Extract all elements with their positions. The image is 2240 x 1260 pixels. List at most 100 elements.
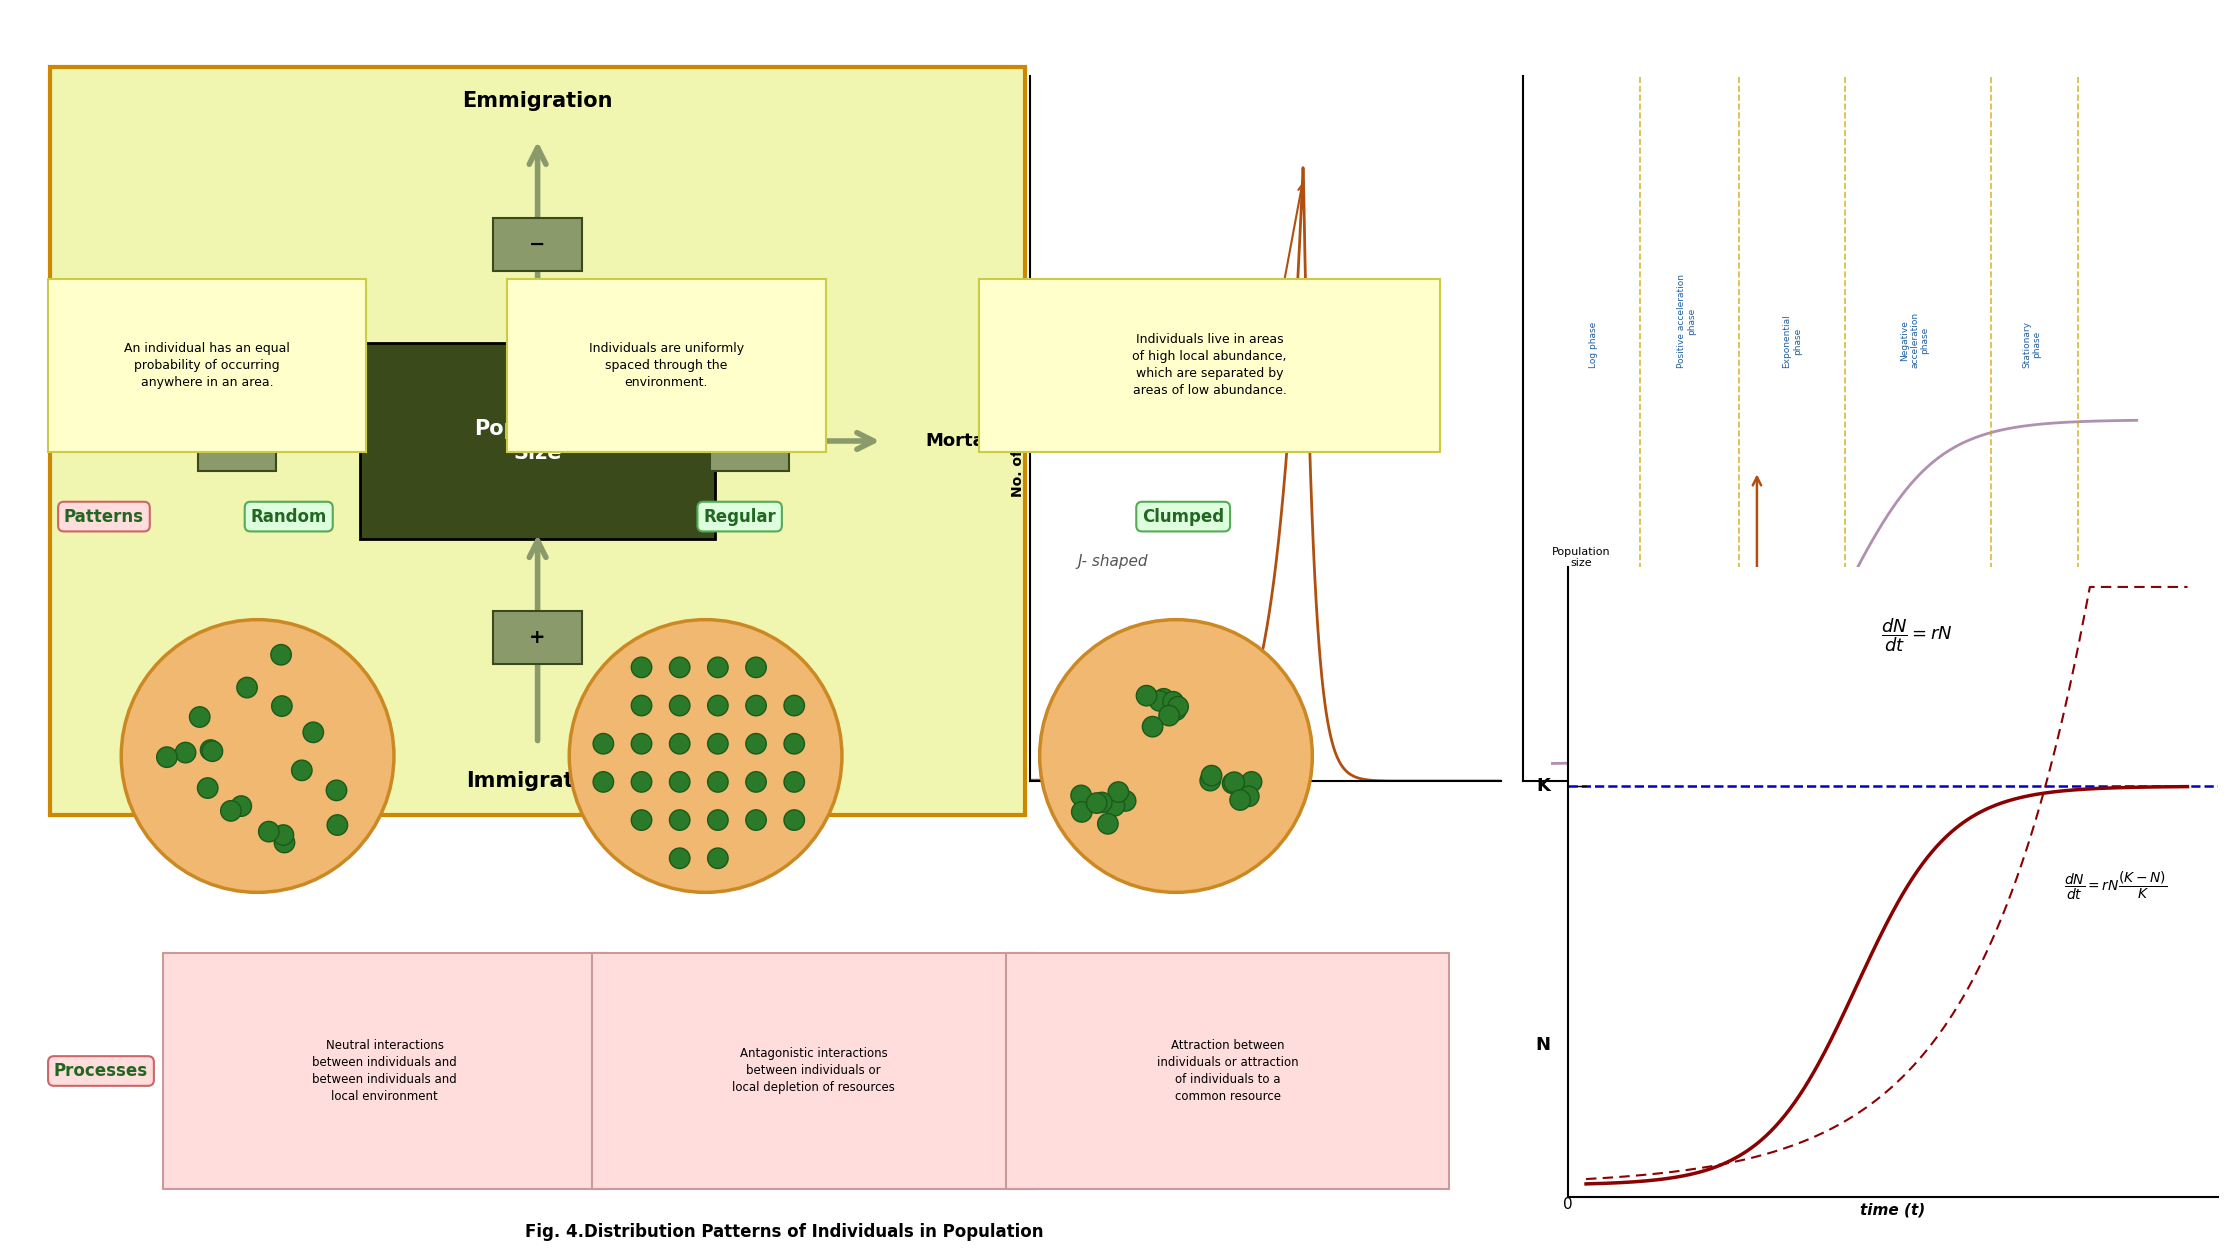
Circle shape (302, 722, 323, 742)
Circle shape (784, 733, 804, 753)
Circle shape (1165, 699, 1187, 721)
Circle shape (632, 810, 652, 830)
Circle shape (594, 733, 614, 753)
Circle shape (746, 658, 766, 678)
Circle shape (121, 620, 394, 892)
Circle shape (202, 741, 222, 761)
FancyBboxPatch shape (493, 611, 582, 664)
Text: Exponential
phase: Exponential phase (1783, 315, 1801, 368)
Circle shape (632, 696, 652, 716)
Circle shape (746, 696, 766, 716)
FancyBboxPatch shape (361, 343, 715, 539)
Text: +: + (529, 627, 547, 648)
Circle shape (271, 696, 291, 716)
FancyBboxPatch shape (493, 218, 582, 271)
Circle shape (708, 696, 728, 716)
Text: +: + (228, 431, 244, 451)
Circle shape (1136, 685, 1156, 706)
Circle shape (632, 733, 652, 753)
Text: K: K (1537, 777, 1550, 795)
Circle shape (327, 780, 347, 800)
Text: Negative
acceleration
phase: Negative acceleration phase (1900, 312, 1929, 368)
Circle shape (670, 696, 690, 716)
Circle shape (746, 810, 766, 830)
Circle shape (190, 707, 211, 727)
FancyBboxPatch shape (164, 953, 607, 1189)
Circle shape (594, 771, 614, 793)
Text: Mortality: Mortality (925, 432, 1017, 450)
Circle shape (1071, 801, 1093, 822)
Text: J- shaped: J- shaped (1077, 554, 1147, 570)
Text: An individual has an equal
probability of occurring
anywhere in an area.: An individual has an equal probability o… (123, 341, 291, 389)
Text: Patterns: Patterns (65, 508, 143, 525)
Text: −: − (529, 234, 547, 255)
Circle shape (273, 825, 293, 845)
Text: Positive acceleration
phase: Positive acceleration phase (1678, 275, 1696, 368)
Circle shape (1230, 776, 1250, 796)
Circle shape (670, 810, 690, 830)
Circle shape (197, 777, 217, 799)
Circle shape (1158, 706, 1178, 726)
Circle shape (1071, 785, 1091, 805)
Circle shape (1091, 793, 1111, 813)
Text: Clumped: Clumped (1142, 508, 1225, 525)
Circle shape (222, 800, 242, 822)
Circle shape (1086, 793, 1107, 813)
X-axis label: time (t): time (t) (1859, 1202, 1926, 1217)
Text: Population
size: Population size (1552, 547, 1725, 609)
Text: $\dfrac{dN}{dt} = rN\dfrac{(K-N)}{K}$: $\dfrac{dN}{dt} = rN\dfrac{(K-N)}{K}$ (2063, 869, 2166, 902)
FancyBboxPatch shape (197, 411, 276, 471)
Circle shape (1163, 692, 1183, 712)
Circle shape (258, 822, 280, 842)
Circle shape (1223, 774, 1243, 794)
FancyBboxPatch shape (49, 67, 1026, 815)
Text: 0: 0 (1564, 1197, 1572, 1212)
Text: Neutral interactions
between individuals and
between individuals and
local envir: Neutral interactions between individuals… (311, 1040, 457, 1102)
Circle shape (1116, 791, 1136, 811)
FancyBboxPatch shape (1006, 953, 1449, 1189)
Circle shape (784, 696, 804, 716)
Circle shape (1230, 790, 1250, 810)
Circle shape (670, 848, 690, 868)
Text: Antagonistic interactions
between individuals or
local depletion of resources: Antagonistic interactions between indivi… (732, 1047, 896, 1095)
Text: Attraction between
individuals or attraction
of individuals to a
common resource: Attraction between individuals or attrac… (1156, 1040, 1299, 1102)
Circle shape (708, 771, 728, 793)
Circle shape (175, 742, 195, 762)
Circle shape (231, 796, 251, 816)
Text: Natality: Natality (63, 432, 143, 450)
Y-axis label: No. of individuals: No. of individuals (1010, 360, 1026, 496)
Circle shape (708, 848, 728, 868)
Circle shape (784, 810, 804, 830)
FancyBboxPatch shape (979, 278, 1440, 452)
Circle shape (199, 740, 222, 760)
Text: $\dfrac{dN}{dt} = rN$: $\dfrac{dN}{dt} = rN$ (1882, 616, 1953, 654)
Text: Population
Size: Population Size (475, 420, 600, 462)
Circle shape (632, 658, 652, 678)
Text: N: N (1534, 1037, 1550, 1055)
Text: Processes: Processes (54, 1062, 148, 1080)
Circle shape (708, 810, 728, 830)
Circle shape (708, 733, 728, 753)
Circle shape (1142, 717, 1163, 737)
Circle shape (1149, 690, 1169, 711)
Circle shape (708, 658, 728, 678)
Circle shape (632, 771, 652, 793)
Circle shape (1201, 770, 1221, 791)
Text: Stationary
phase: Stationary phase (2023, 321, 2041, 368)
Text: Random: Random (251, 508, 327, 525)
Text: S-shaped Sigmoid Growth Curve: S-shaped Sigmoid Growth Curve (1761, 777, 1929, 788)
Circle shape (1241, 771, 1261, 793)
Circle shape (1104, 795, 1124, 816)
Circle shape (273, 833, 296, 853)
Text: Log phase: Log phase (1588, 321, 1597, 368)
Circle shape (1239, 786, 1259, 806)
Circle shape (746, 771, 766, 793)
X-axis label: Time: Time (1844, 786, 1875, 800)
Circle shape (670, 733, 690, 753)
Text: Immigration: Immigration (466, 771, 609, 791)
Text: Individuals are uniformly
spaced through the
environment.: Individuals are uniformly spaced through… (589, 341, 744, 389)
FancyBboxPatch shape (710, 411, 788, 471)
Circle shape (237, 678, 258, 698)
Circle shape (569, 620, 842, 892)
Circle shape (1201, 765, 1221, 786)
